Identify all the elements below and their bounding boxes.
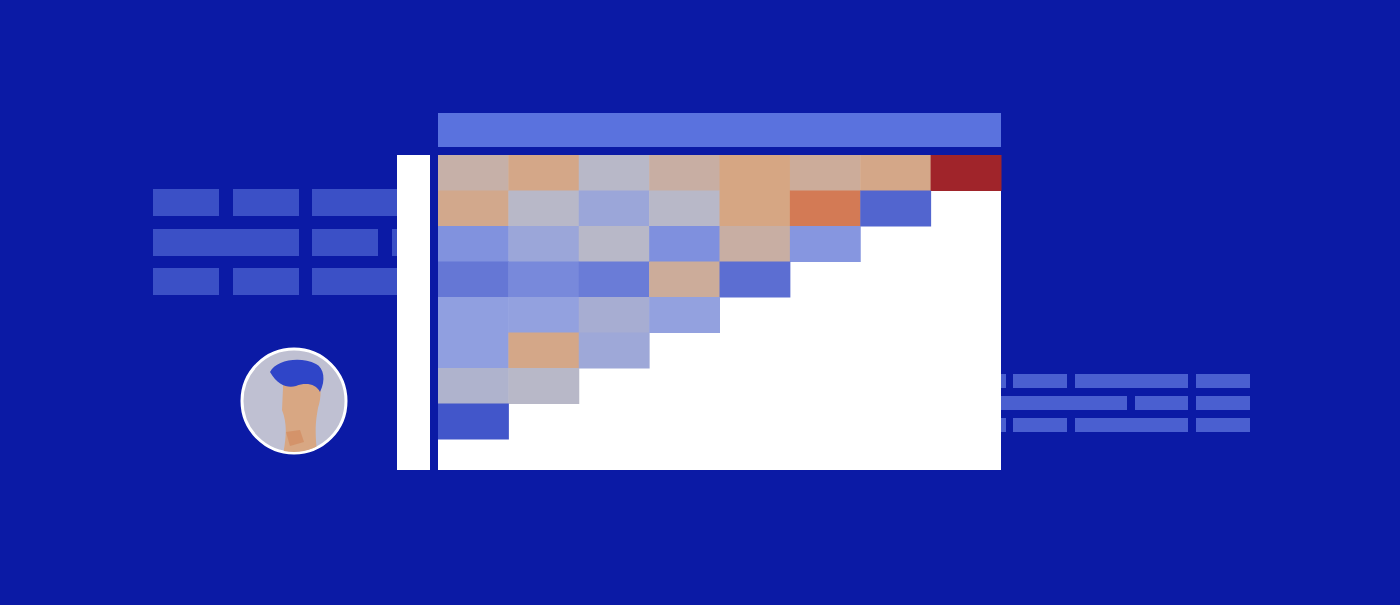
heatmap-cell xyxy=(649,226,720,262)
deco-bar xyxy=(153,189,219,216)
heatmap-cell xyxy=(720,191,791,227)
deco-bar xyxy=(1013,418,1067,432)
deco-bar xyxy=(1013,374,1067,388)
heatmap-cell xyxy=(579,262,650,298)
heatmap-cell xyxy=(438,368,509,404)
deco-bar xyxy=(1196,396,1250,410)
heatmap-cell xyxy=(649,262,720,298)
heatmap-cell xyxy=(860,191,931,227)
canvas xyxy=(0,0,1400,605)
heatmap-cell xyxy=(438,191,509,227)
heatmap-cell xyxy=(508,297,579,333)
deco-bar xyxy=(153,268,219,295)
deco-bar xyxy=(1135,396,1188,410)
heatmap-cell xyxy=(720,262,791,298)
heatmap-cell xyxy=(579,226,650,262)
heatmap-panel xyxy=(438,155,1001,470)
heatmap-cell xyxy=(860,155,931,191)
heatmap-cell xyxy=(438,262,509,298)
heatmap-cell xyxy=(508,155,579,191)
avatar-neck-shade xyxy=(286,430,304,446)
heatmap-cell xyxy=(579,191,650,227)
deco-bar xyxy=(1075,418,1188,432)
heatmap-cell xyxy=(438,333,509,369)
heatmap-cell xyxy=(790,191,861,227)
heatmap-cell xyxy=(438,226,509,262)
deco-bar xyxy=(233,189,299,216)
heatmap-cell xyxy=(508,262,579,298)
heatmap-cell xyxy=(579,333,650,369)
deco-bar xyxy=(233,268,299,295)
avatar xyxy=(242,349,346,460)
heatmap-cell xyxy=(508,368,579,404)
heatmap-cell xyxy=(790,226,861,262)
heatmap-cell xyxy=(931,155,1002,191)
heatmap-cells xyxy=(438,155,1002,440)
background xyxy=(0,0,1400,605)
heatmap-cell xyxy=(579,297,650,333)
deco-bar xyxy=(1196,418,1250,432)
avatar-hair xyxy=(270,360,323,392)
heatmap-cell xyxy=(508,226,579,262)
heatmap-cell xyxy=(790,155,861,191)
heatmap-cell xyxy=(720,226,791,262)
heatmap-cell xyxy=(438,297,509,333)
heatmap-cell xyxy=(649,297,720,333)
deco-bar xyxy=(153,229,299,256)
heatmap-cell xyxy=(438,155,509,191)
header-bar xyxy=(438,113,1001,147)
deco-bar xyxy=(1075,374,1188,388)
side-strip xyxy=(397,155,430,470)
deco-bar xyxy=(1196,374,1250,388)
heatmap-cell xyxy=(649,191,720,227)
heatmap-cell xyxy=(579,155,650,191)
deco-bar xyxy=(995,396,1127,410)
heatmap-cell xyxy=(508,191,579,227)
heatmap-cell xyxy=(508,333,579,369)
heatmap-cell xyxy=(438,404,509,440)
heatmap-cell xyxy=(720,155,791,191)
root xyxy=(0,0,1400,605)
heatmap-cell xyxy=(649,155,720,191)
avatar-figure xyxy=(270,360,323,460)
deco-bar xyxy=(312,229,378,256)
